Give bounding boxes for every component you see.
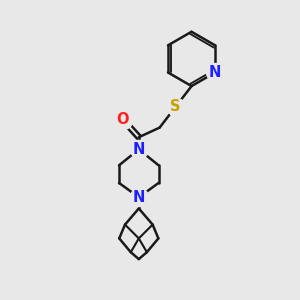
Text: N: N — [133, 142, 145, 157]
Text: S: S — [170, 99, 181, 114]
Text: O: O — [117, 112, 129, 127]
Text: N: N — [133, 190, 145, 205]
Text: N: N — [209, 65, 221, 80]
